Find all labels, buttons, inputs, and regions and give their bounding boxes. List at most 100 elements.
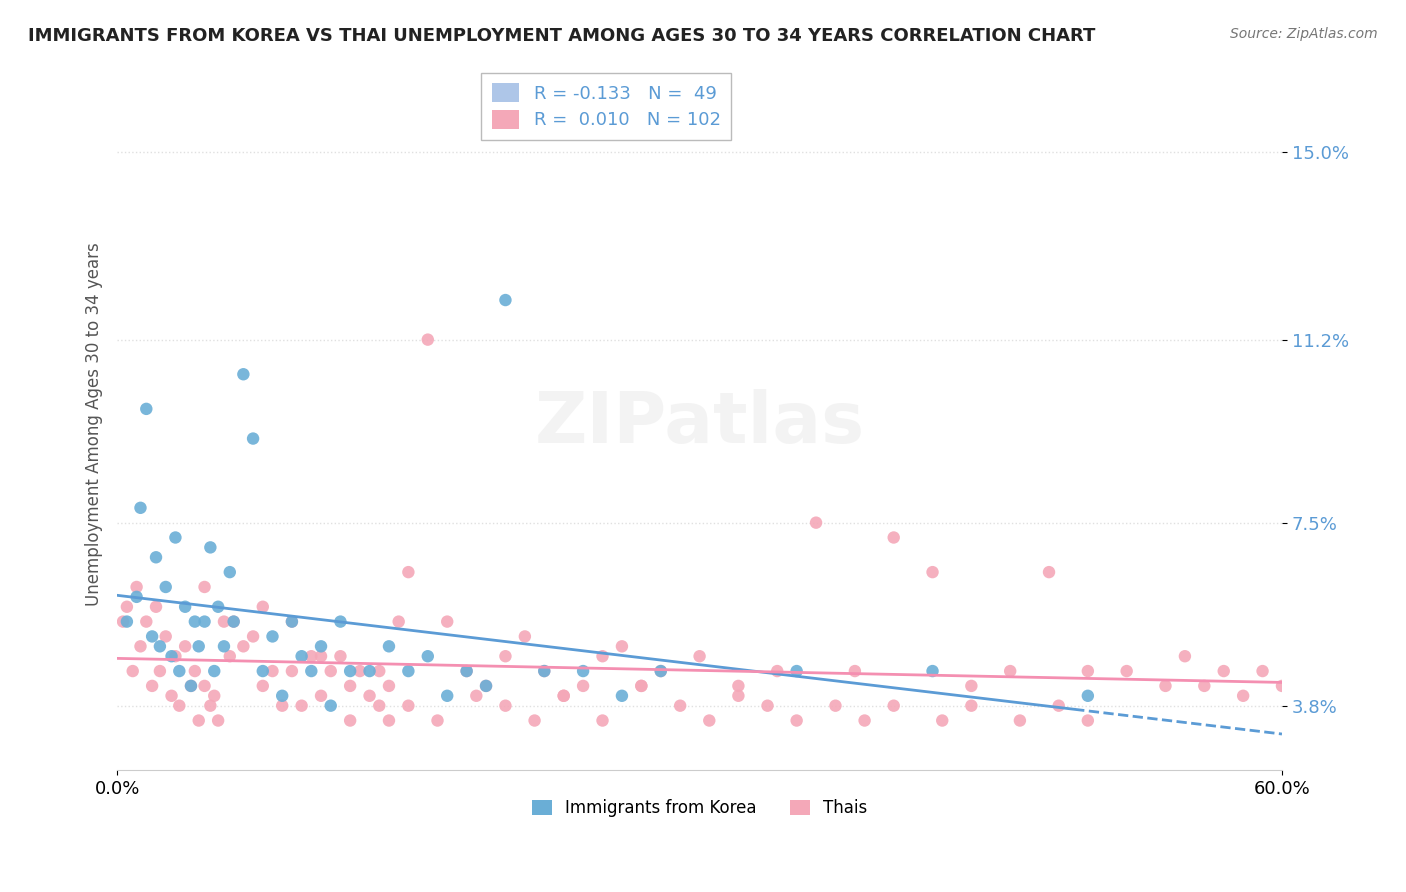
Point: [456, 664, 478, 678]
Point: [853, 714, 876, 728]
Point: [368, 698, 391, 713]
Point: [187, 714, 209, 728]
Point: [339, 679, 361, 693]
Point: [232, 368, 254, 382]
Point: [202, 689, 225, 703]
Point: [174, 599, 197, 614]
Point: [200, 698, 222, 713]
Point: [727, 689, 749, 703]
Point: [111, 615, 134, 629]
Point: [200, 541, 222, 555]
Point: [960, 679, 983, 693]
Point: [1077, 664, 1099, 678]
Point: [465, 689, 488, 703]
Point: [242, 432, 264, 446]
Point: [396, 698, 419, 713]
Point: [174, 640, 197, 654]
Point: [610, 689, 633, 703]
Point: [187, 640, 209, 654]
Point: [309, 689, 332, 703]
Point: [378, 714, 401, 728]
Point: [212, 615, 235, 629]
Point: [883, 698, 905, 713]
Point: [824, 698, 846, 713]
Point: [378, 679, 401, 693]
Point: [1251, 664, 1274, 678]
Point: [319, 664, 342, 678]
Point: [396, 565, 419, 579]
Point: [1047, 698, 1070, 713]
Point: [572, 664, 595, 678]
Point: [494, 293, 516, 307]
Point: [1194, 679, 1216, 693]
Point: [456, 664, 478, 678]
Legend: Immigrants from Korea, Thais: Immigrants from Korea, Thais: [524, 793, 875, 824]
Point: [309, 640, 332, 654]
Point: [281, 615, 304, 629]
Point: [291, 649, 314, 664]
Point: [252, 679, 274, 693]
Point: [592, 649, 614, 664]
Point: [121, 664, 143, 678]
Point: [141, 629, 163, 643]
Point: [630, 679, 652, 693]
Point: [416, 333, 439, 347]
Point: [1154, 679, 1177, 693]
Point: [145, 599, 167, 614]
Point: [359, 664, 381, 678]
Point: [222, 615, 245, 629]
Point: [271, 698, 294, 713]
Point: [169, 664, 191, 678]
Point: [388, 615, 411, 629]
Text: IMMIGRANTS FROM KOREA VS THAI UNEMPLOYMENT AMONG AGES 30 TO 34 YEARS CORRELATION: IMMIGRANTS FROM KOREA VS THAI UNEMPLOYME…: [28, 27, 1095, 45]
Point: [291, 698, 314, 713]
Point: [129, 500, 152, 515]
Point: [436, 689, 458, 703]
Point: [650, 664, 672, 678]
Point: [262, 664, 284, 678]
Point: [359, 689, 381, 703]
Point: [786, 714, 808, 728]
Point: [1077, 689, 1099, 703]
Point: [697, 714, 720, 728]
Point: [494, 649, 516, 664]
Point: [475, 679, 498, 693]
Point: [592, 714, 614, 728]
Point: [533, 664, 555, 678]
Point: [572, 679, 595, 693]
Text: ZIPatlas: ZIPatlas: [534, 389, 865, 458]
Point: [610, 640, 633, 654]
Point: [1038, 565, 1060, 579]
Point: [368, 664, 391, 678]
Point: [426, 714, 449, 728]
Point: [281, 615, 304, 629]
Point: [1212, 664, 1234, 678]
Point: [1077, 714, 1099, 728]
Point: [202, 664, 225, 678]
Point: [242, 629, 264, 643]
Point: [921, 565, 943, 579]
Point: [193, 580, 215, 594]
Point: [218, 565, 240, 579]
Point: [207, 714, 229, 728]
Point: [125, 590, 148, 604]
Point: [494, 698, 516, 713]
Point: [207, 599, 229, 614]
Point: [319, 698, 342, 713]
Point: [396, 664, 419, 678]
Point: [533, 664, 555, 678]
Point: [184, 664, 207, 678]
Point: [145, 550, 167, 565]
Point: [309, 649, 332, 664]
Point: [804, 516, 827, 530]
Point: [1271, 679, 1294, 693]
Point: [218, 649, 240, 664]
Point: [883, 531, 905, 545]
Point: [1115, 664, 1137, 678]
Point: [960, 698, 983, 713]
Point: [115, 599, 138, 614]
Text: Source: ZipAtlas.com: Source: ZipAtlas.com: [1230, 27, 1378, 41]
Point: [271, 689, 294, 703]
Point: [416, 649, 439, 664]
Point: [135, 615, 157, 629]
